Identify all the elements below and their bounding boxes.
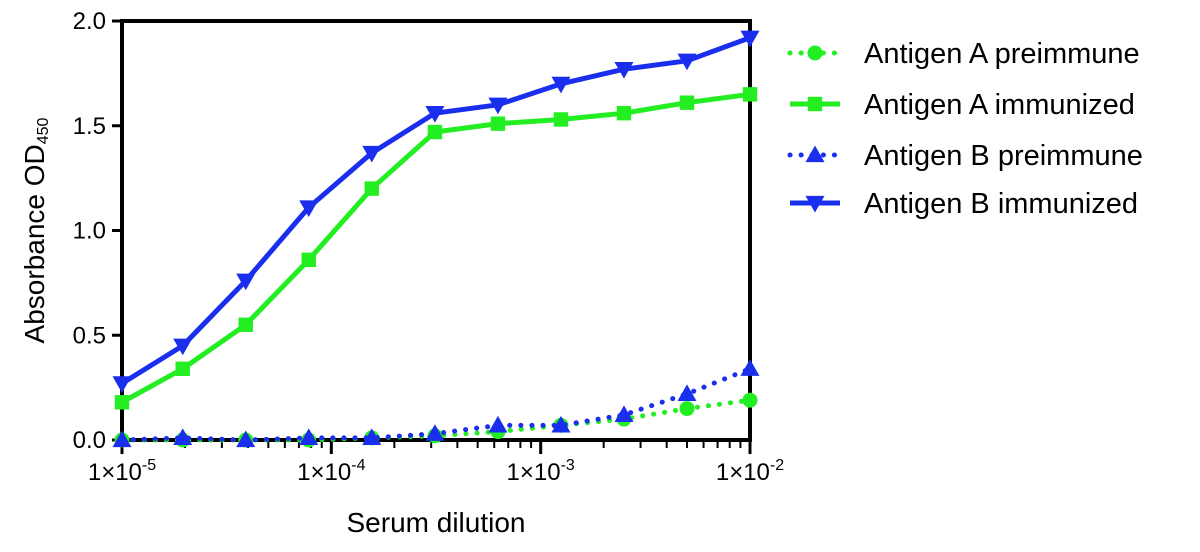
data-point	[175, 361, 190, 376]
data-point	[364, 181, 379, 196]
data-point	[740, 359, 760, 376]
y-tick-label: 2.0	[73, 8, 106, 35]
x-tick-label: 1×10-2	[716, 457, 784, 486]
series-antigen-b-preimmune	[112, 359, 760, 448]
data-point	[679, 95, 695, 110]
data-point	[425, 424, 445, 441]
data-point	[362, 145, 382, 163]
data-point	[553, 112, 569, 127]
y-axis-title: Absorbance OD450	[19, 117, 52, 343]
data-point	[742, 392, 758, 408]
data-point	[490, 116, 506, 131]
data-point	[614, 405, 634, 422]
data-point	[551, 76, 571, 94]
data-point	[488, 97, 508, 115]
data-point	[551, 415, 571, 433]
y-axis-title-main: Absorbance OD	[19, 144, 50, 343]
axes-layer: 0.0 0.5 1.0 1.5 2.0 1×10-5 1×10-4 1×10-3 1×10-2	[73, 8, 785, 486]
data-point	[425, 106, 445, 123]
legend-label: Antigen A preimmune	[864, 38, 1140, 70]
data-point	[301, 252, 316, 268]
plot-frame	[120, 19, 752, 442]
y-tick-label: 0.0	[73, 427, 106, 454]
legend-marker	[807, 96, 823, 112]
data-point	[679, 401, 695, 417]
data-point	[742, 87, 758, 102]
legend-item: Antigen A preimmune	[787, 38, 1140, 70]
data-point	[427, 124, 443, 140]
series-antigen-b-immunized	[112, 30, 760, 393]
data-point	[740, 30, 760, 48]
legend-item: Antigen B immunized	[790, 188, 1138, 220]
y-axis-title-subscript: 450	[35, 117, 52, 144]
data-point	[236, 430, 256, 448]
series-line	[120, 91, 751, 405]
legend-marker	[805, 145, 825, 163]
data-point	[362, 428, 382, 446]
data-point	[488, 415, 508, 433]
y-tick-label: 0.5	[73, 322, 106, 349]
x-tick-label: 1×10-4	[297, 457, 365, 486]
data-point	[614, 62, 634, 79]
data-point	[616, 105, 632, 121]
data-point	[677, 384, 697, 402]
series-layer	[112, 30, 760, 448]
legend-label: Antigen A immunized	[864, 89, 1135, 121]
data-point	[112, 376, 132, 393]
data-point	[173, 338, 193, 356]
legend-label: Antigen B immunized	[864, 188, 1138, 220]
data-point	[112, 430, 132, 448]
data-point	[299, 428, 319, 446]
data-point	[173, 428, 193, 446]
legend-marker	[805, 195, 825, 213]
legend-marker	[807, 45, 823, 61]
data-point	[677, 53, 697, 71]
series-line	[120, 35, 751, 386]
series-antigen-a-immunized	[114, 87, 758, 410]
data-point	[236, 273, 256, 291]
legend-label: Antigen B preimmune	[864, 140, 1143, 172]
x-tick-label: 1×10-3	[507, 457, 575, 486]
data-point	[114, 395, 130, 410]
legend: Antigen A preimmune Antigen A immunized An…	[787, 38, 1143, 220]
x-tick-label: 1×10-5	[88, 457, 156, 486]
legend-item: Antigen B preimmune	[787, 140, 1143, 172]
data-point	[299, 200, 319, 217]
y-tick-label: 1.5	[73, 113, 106, 140]
x-axis-title: Serum dilution	[347, 507, 526, 538]
data-point	[238, 317, 253, 332]
y-tick-label: 1.0	[73, 218, 106, 245]
legend-item: Antigen A immunized	[790, 89, 1135, 121]
